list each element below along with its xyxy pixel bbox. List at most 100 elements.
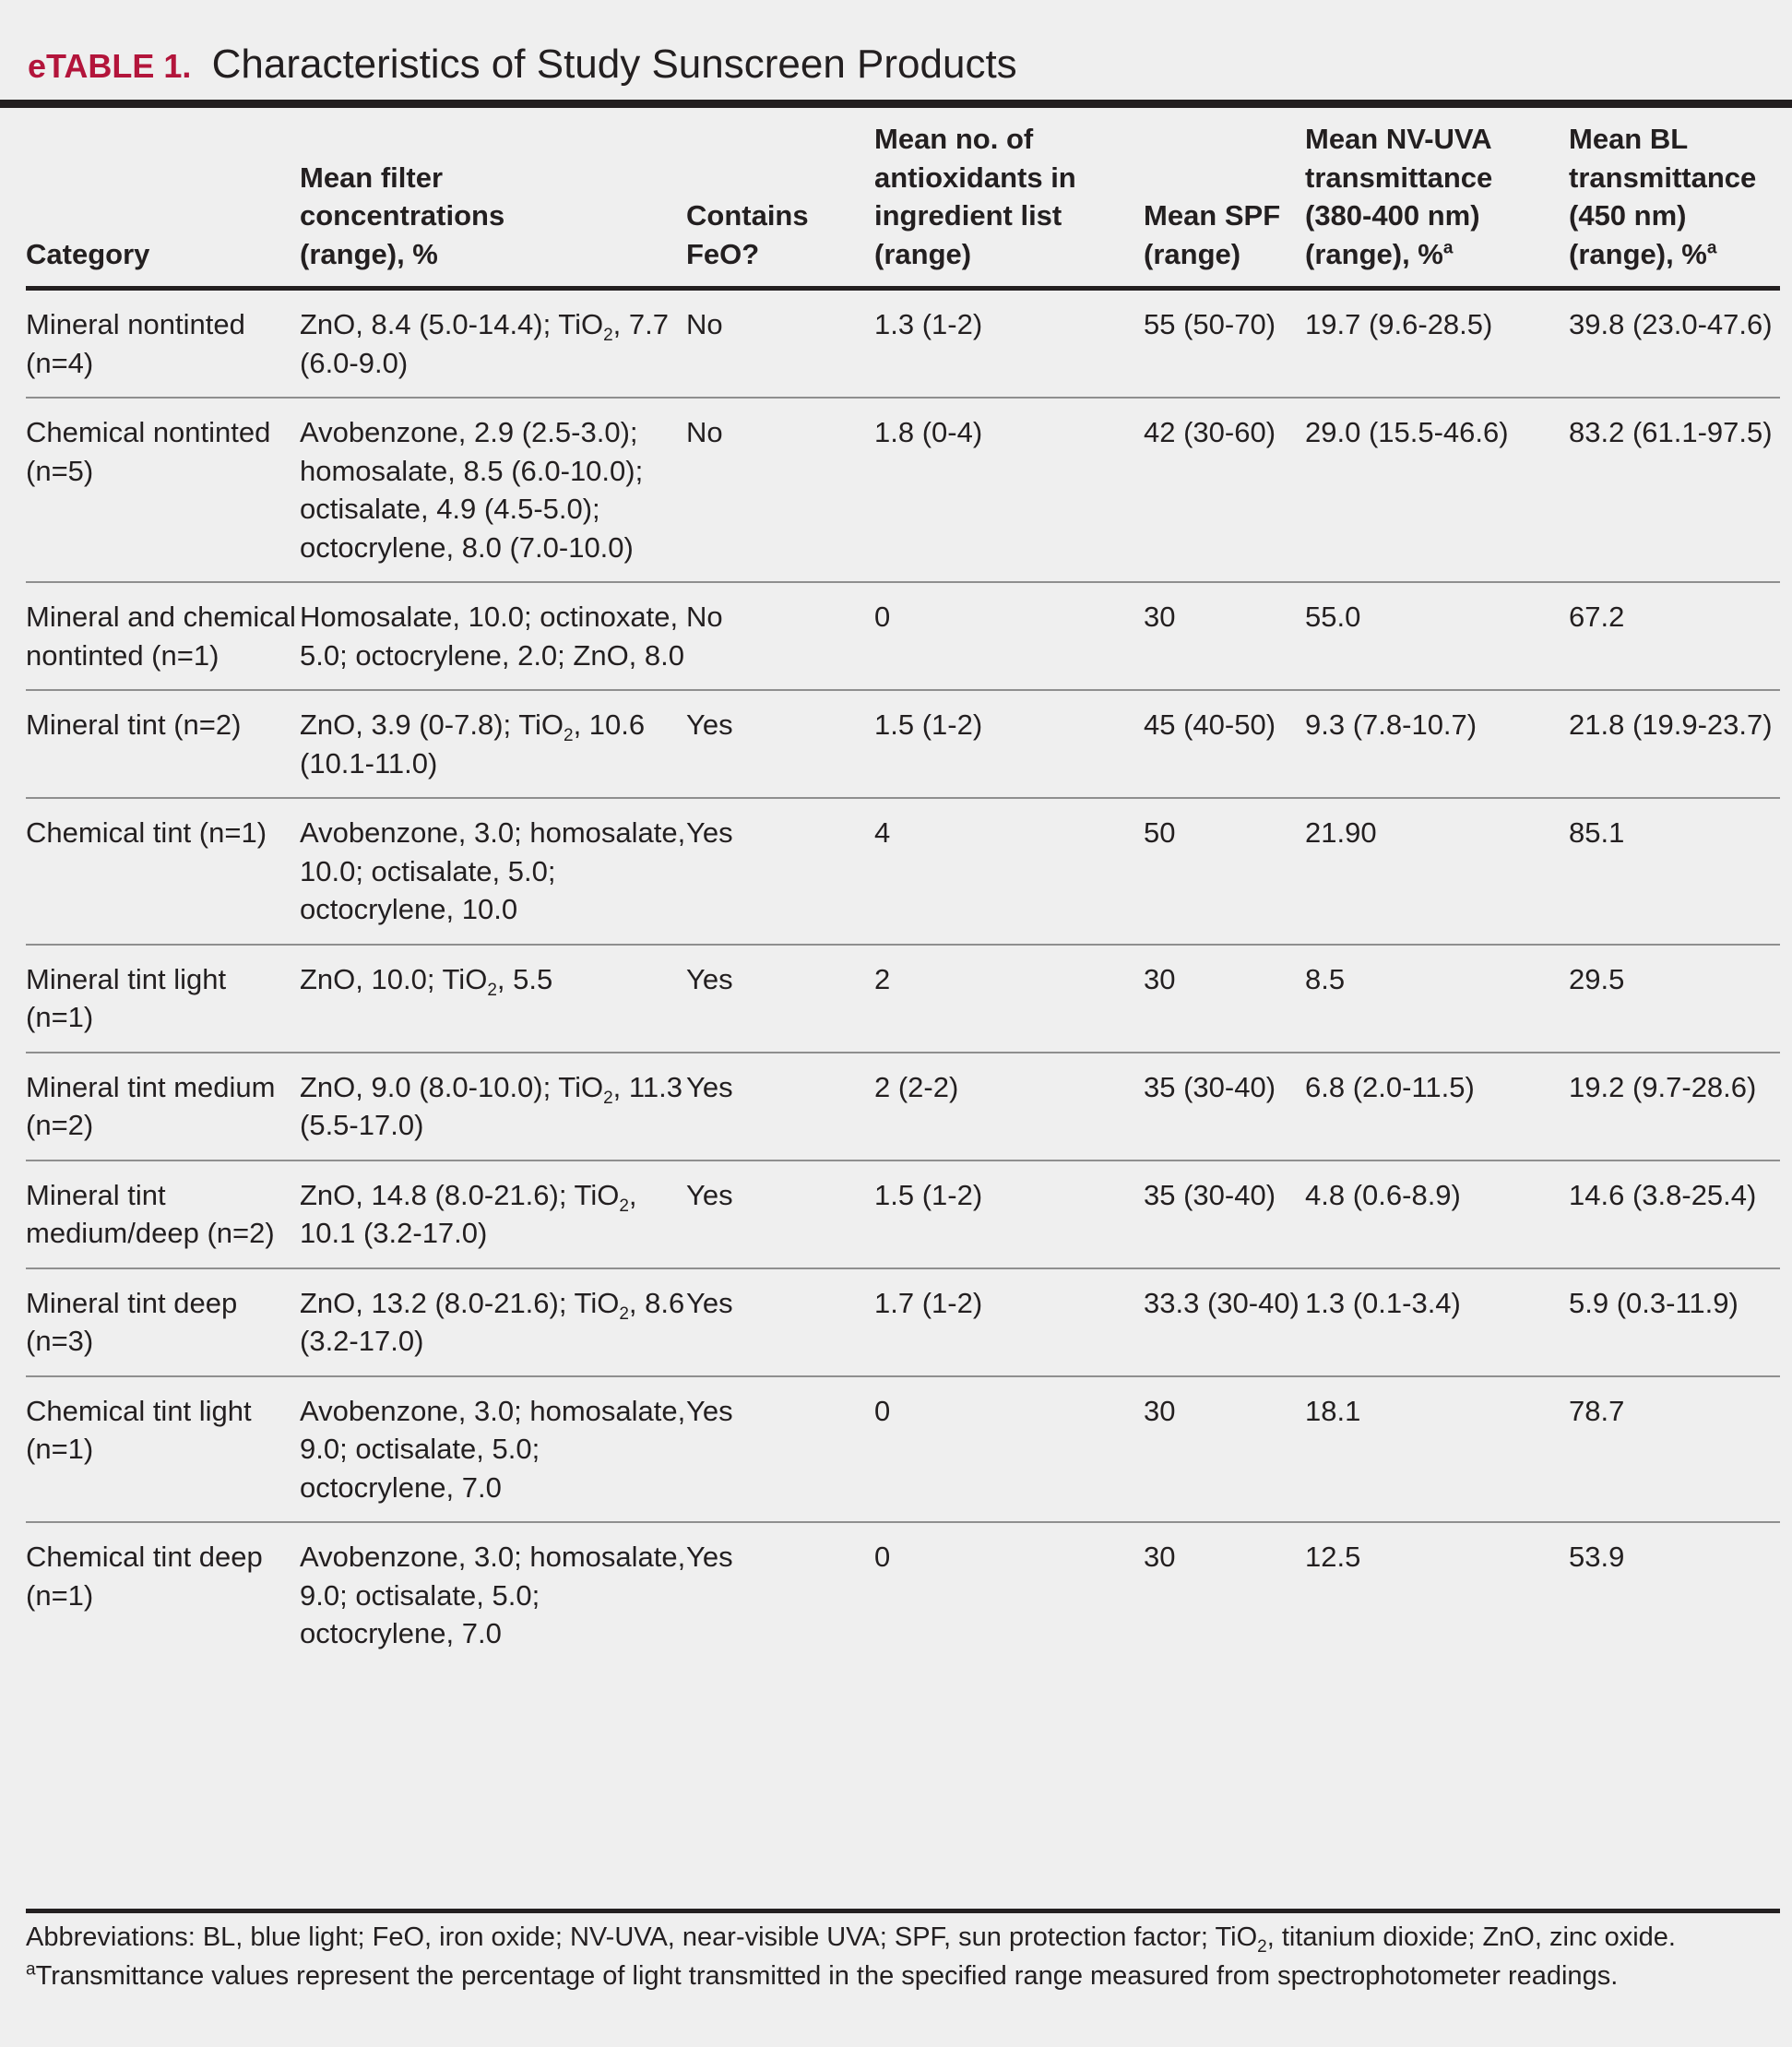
cell-antioxidants: 2 (2-2) [874, 1052, 1144, 1161]
footnote-marker: a [26, 1958, 36, 1979]
bottom-rule [26, 1909, 1780, 1913]
cell-feo: Yes [686, 944, 874, 1053]
cell-filters: Homosalate, 10.0; octinoxate, 5.0; octoc… [300, 582, 686, 691]
cell-antioxidants: 0 [874, 1375, 1144, 1523]
cell-nvuva: 29.0 (15.5-46.6) [1305, 398, 1569, 583]
cell-bl: 85.1 [1569, 798, 1780, 946]
cell-category: Mineral nontinted (n=4) [26, 288, 300, 399]
sunscreen-table: Category Mean filter concentrations (range)… [26, 108, 1780, 1668]
abbreviations-note: Abbreviations: BL, blue light; FeO, iron… [26, 1919, 1780, 1958]
table-row: Mineral tint deep (n=3) ZnO, 13.2 (8.0-21… [26, 1267, 1780, 1377]
cell-nvuva: 21.90 [1305, 798, 1569, 946]
header-footnote-marker: a [1706, 238, 1717, 258]
cell-nvuva: 18.1 [1305, 1375, 1569, 1523]
cell-antioxidants: 2 [874, 944, 1144, 1053]
cell-feo: No [686, 288, 874, 399]
cell-antioxidants: 1.5 (1-2) [874, 690, 1144, 799]
cell-category: Mineral tint (n=2) [26, 690, 300, 799]
cell-antioxidants: 1.3 (1-2) [874, 288, 1144, 399]
table-title: eTABLE 1. Characteristics of Study Sunsc… [28, 37, 1017, 94]
table-footnotes: Abbreviations: BL, blue light; FeO, iron… [26, 1919, 1780, 1995]
transmittance-note-text: Transmittance values represent the perce… [35, 1960, 1619, 1991]
cell-feo: Yes [686, 690, 874, 799]
cell-spf: 30 [1144, 1541, 1176, 1573]
cell-filters: ZnO, 10.0; TiO2, 5.5 [300, 944, 686, 1053]
cell-feo: Yes [686, 1160, 874, 1269]
cell-filters: Avobenzone, 3.0; homosalate, 10.0; octis… [300, 798, 686, 946]
cell-feo: Yes [686, 1541, 733, 1573]
cell-bl: 83.2 (61.1-97.5) [1569, 398, 1780, 583]
cell-category: Chemical tint deep (n=1) [26, 1541, 263, 1612]
table-body: Mineral nontinted (n=4) ZnO, 8.4 (5.0-14.… [26, 288, 1780, 1668]
table-row: Mineral and chemical nontinted (n=1) Homo… [26, 582, 1780, 691]
cell-nvuva: 55.0 [1305, 582, 1569, 691]
header-col-antioxidants: Mean no. of antioxidants in ingredient lis… [874, 108, 1144, 291]
cell-filters: Avobenzone, 3.0; homosalate, 9.0; octisa… [300, 1541, 686, 1649]
cell-bl: 29.5 [1569, 944, 1780, 1053]
cell-category: Mineral and chemical nontinted (n=1) [26, 582, 300, 691]
cell-nvuva: 8.5 [1305, 944, 1569, 1053]
cell-bl: 19.2 (9.7-28.6) [1569, 1052, 1780, 1161]
cell-bl: 67.2 [1569, 582, 1780, 691]
table-row: Chemical tint (n=1) Avobenzone, 3.0; homo… [26, 798, 1780, 946]
header-col-filters: Mean filter concentrations (range), % [300, 108, 686, 291]
cell-filters: Avobenzone, 3.0; homosalate, 9.0; octisa… [300, 1375, 686, 1523]
cell-bl: 5.9 (0.3-11.9) [1569, 1267, 1780, 1377]
cell-category: Chemical tint (n=1) [26, 798, 300, 946]
cell-bl: 78.7 [1569, 1375, 1780, 1523]
cell-bl: 39.8 (23.0-47.6) [1569, 288, 1780, 399]
cell-spf: 30 [1144, 944, 1305, 1053]
cell-category: Mineral tint medium/deep (n=2) [26, 1160, 300, 1269]
cell-filters: ZnO, 13.2 (8.0-21.6); TiO2, 8.6 (3.2-17.… [300, 1267, 686, 1377]
cell-spf: 35 (30-40) [1144, 1052, 1305, 1161]
cell-nvuva: 9.3 (7.8-10.7) [1305, 690, 1569, 799]
cell-bl: 14.6 (3.8-25.4) [1569, 1160, 1780, 1269]
table-row: Mineral tint medium/deep (n=2) ZnO, 14.8 … [26, 1160, 1780, 1269]
table-title-text: Characteristics of Study Sunscreen Produ… [211, 42, 1017, 87]
cell-filters: ZnO, 9.0 (8.0-10.0); TiO2, 11.3 (5.5-17.… [300, 1052, 686, 1161]
cell-antioxidants: 4 [874, 798, 1144, 946]
cell-filters: Avobenzone, 2.9 (2.5-3.0); homosalate, 8… [300, 398, 686, 583]
cell-antioxidants: 1.8 (0-4) [874, 398, 1144, 583]
cell-spf: 33.3 (30-40) [1144, 1267, 1305, 1377]
header-col-feo: Contains FeO? [686, 108, 874, 291]
cell-spf: 30 [1144, 582, 1305, 691]
table-row: Mineral nontinted (n=4) ZnO, 8.4 (5.0-14.… [26, 288, 1780, 399]
cell-feo: No [686, 398, 874, 583]
cell-nvuva: 1.3 (0.1-3.4) [1305, 1267, 1569, 1377]
transmittance-note: aTransmittance values represent the perc… [26, 1958, 1780, 1996]
cell-spf: 50 [1144, 798, 1305, 946]
table-row: Chemical tint light (n=1) Avobenzone, 3.0… [26, 1375, 1780, 1523]
header-footnote-marker: a [1442, 238, 1454, 258]
header-col-spf: Mean SPF (range) [1144, 108, 1305, 291]
cell-nvuva: 6.8 (2.0-11.5) [1305, 1052, 1569, 1161]
cell-filters: ZnO, 14.8 (8.0-21.6); TiO2, 10.1 (3.2-17… [300, 1160, 686, 1269]
table-label: eTABLE 1. [28, 47, 192, 85]
cell-feo: Yes [686, 1375, 874, 1523]
table-row: Chemical nontinted (n=5) Avobenzone, 2.9 … [26, 398, 1780, 583]
table-row: Mineral tint medium (n=2) ZnO, 9.0 (8.0-1… [26, 1052, 1780, 1161]
table-row: Chemical tint deep (n=1) Avobenzone, 3.0;… [26, 1522, 1780, 1668]
header-row: Category Mean filter concentrations (range)… [26, 108, 1780, 291]
header-col-nvuva: Mean NV-UVA transmittance (380-400 nm) (ran… [1305, 108, 1569, 291]
top-rule [0, 100, 1792, 108]
cell-nvuva: 19.7 (9.6-28.5) [1305, 288, 1569, 399]
table-row: Mineral tint (n=2) ZnO, 3.9 (0-7.8); TiO2… [26, 690, 1780, 799]
cell-bl: 53.9 [1569, 1541, 1625, 1573]
cell-antioxidants: 1.7 (1-2) [874, 1267, 1144, 1377]
cell-antioxidants: 0 [874, 1541, 891, 1573]
cell-feo: Yes [686, 1052, 874, 1161]
cell-feo: Yes [686, 798, 874, 946]
cell-nvuva: 4.8 (0.6-8.9) [1305, 1160, 1569, 1269]
cell-spf: 35 (30-40) [1144, 1160, 1305, 1269]
cell-spf: 42 (30-60) [1144, 398, 1305, 583]
cell-category: Mineral tint medium (n=2) [26, 1052, 300, 1161]
cell-category: Mineral tint light (n=1) [26, 944, 300, 1053]
cell-category: Chemical tint light (n=1) [26, 1375, 300, 1523]
table-row: Mineral tint light (n=1) ZnO, 10.0; TiO2,… [26, 944, 1780, 1053]
cell-category: Chemical nontinted (n=5) [26, 398, 300, 583]
table-header: Category Mean filter concentrations (range)… [26, 108, 1780, 291]
cell-spf: 45 (40-50) [1144, 690, 1305, 799]
cell-category: Mineral tint deep (n=3) [26, 1267, 300, 1377]
